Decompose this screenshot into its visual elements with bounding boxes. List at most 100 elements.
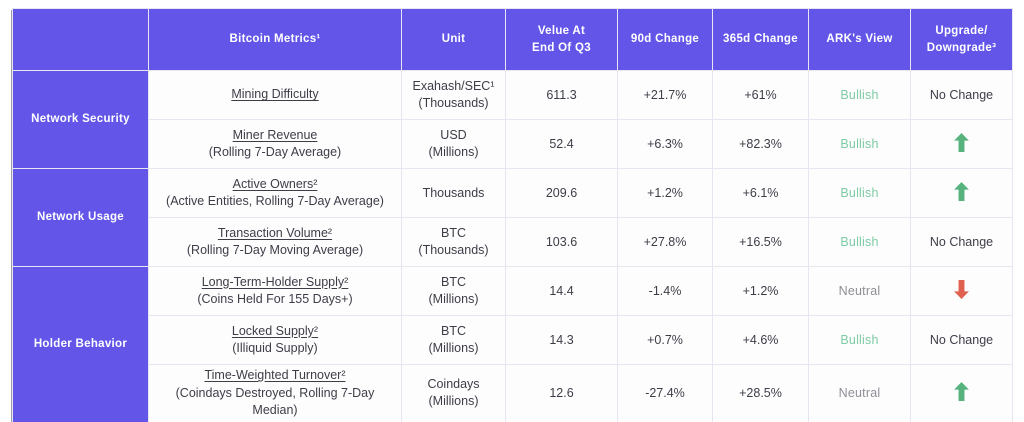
value-cell: 12.6: [505, 364, 618, 422]
upgrade-cell: No Change: [910, 70, 1013, 120]
metric-cell: Transaction Volume² (Rolling 7-Day Movin…: [148, 217, 402, 267]
metric-link[interactable]: Transaction Volume²: [217, 225, 333, 240]
90d-change-cell: +21.7%: [617, 70, 713, 120]
upgrade-text: No Change: [929, 333, 994, 347]
table-row: Locked Supply² (Illiquid Supply) BTC (Mi…: [13, 315, 1013, 365]
table-row: Holder Behavior Long-Term-Holder Supply²…: [12, 266, 1013, 422]
metric-subtitle: (Coindays Destroyed, Rolling 7-Day Media…: [175, 385, 375, 418]
up-arrow-icon: [954, 182, 969, 201]
365d-change-cell: +4.6%: [712, 315, 809, 365]
col-header-90d-change: 90d Change: [617, 8, 713, 71]
upgrade-cell: [910, 119, 1013, 169]
metric-cell: Active Owners² (Active Entities, Rolling…: [148, 168, 402, 218]
table-row: Miner Revenue (Rolling 7-Day Average) US…: [13, 119, 1013, 169]
metric-subtitle: (Rolling 7-Day Average): [208, 145, 342, 159]
arks-view-cell: Bullish: [808, 168, 911, 218]
corner-cell: [12, 8, 149, 71]
metric-cell: Long-Term-Holder Supply² (Coins Held For…: [148, 266, 402, 316]
arks-view-cell: Neutral: [808, 364, 911, 422]
upgrade-text: No Change: [929, 235, 994, 249]
col-header-value-at-end-of-q3: Velue At End Of Q3: [505, 8, 618, 71]
metric-subtitle: (Rolling 7-Day Moving Average): [186, 243, 364, 257]
upgrade-header-line2: Downgrade³: [926, 41, 997, 54]
upgrade-cell: [910, 168, 1013, 218]
metric-subtitle: (Coins Held For 155 Days+): [197, 292, 353, 306]
col-header-365d-change: 365d Change: [712, 8, 809, 71]
metric-cell: Miner Revenue (Rolling 7-Day Average): [148, 119, 402, 169]
metric-link[interactable]: Time-Weighted Turnover²: [204, 368, 346, 382]
365d-change-cell: +6.1%: [712, 168, 809, 218]
up-arrow-icon: [954, 382, 969, 402]
unit-line2: (Millions): [428, 341, 479, 355]
metric-cell: Locked Supply² (Illiquid Supply): [148, 315, 402, 365]
value-cell: 14.3: [505, 315, 618, 365]
90d-change-cell: +6.3%: [617, 119, 713, 169]
unit-line1: BTC: [441, 226, 466, 241]
category-network-security: Network Security: [12, 70, 149, 169]
unit-line1: Thousands: [422, 185, 485, 200]
unit-line2: (Thousands): [418, 243, 489, 257]
metric-link[interactable]: Miner Revenue: [232, 127, 318, 142]
value-cell: 209.6: [505, 168, 618, 218]
col-header-bitcoin-metrics: Bitcoin Metrics¹: [148, 8, 402, 71]
arks-view-cell: Bullish: [808, 70, 911, 120]
category-network-usage: Network Usage: [12, 168, 149, 267]
unit-line1: BTC: [441, 275, 466, 290]
upgrade-header-line1: Upgrade/: [935, 24, 988, 37]
metric-link[interactable]: Locked Supply²: [231, 323, 319, 338]
upgrade-cell: [910, 266, 1013, 316]
arks-view-cell: Bullish: [808, 315, 911, 365]
value-cell: 611.3: [505, 70, 618, 120]
unit-line2: (Millions): [428, 145, 479, 159]
365d-change-cell: +28.5%: [712, 364, 809, 422]
header-row: Bitcoin Metrics¹ Unit Velue At End Of Q3…: [12, 8, 1013, 71]
up-arrow-icon: [954, 133, 969, 152]
table-row: Transaction Volume² (Rolling 7-Day Movin…: [13, 217, 1013, 267]
value-header-line2: End Of Q3: [532, 41, 591, 54]
unit-line2: (Millions): [428, 292, 479, 306]
90d-change-cell: -1.4%: [617, 266, 713, 316]
category-holder-behavior: Holder Behavior: [12, 266, 149, 422]
unit-cell: Thousands: [401, 168, 506, 218]
metric-link[interactable]: Mining Difficulty: [231, 87, 319, 102]
metric-cell: Mining Difficulty: [148, 70, 402, 120]
table-row: Time-Weighted Turnover² (Coindays Destro…: [13, 364, 1013, 422]
arks-view-cell: Bullish: [808, 217, 911, 267]
col-header-upgrade-downgrade: Upgrade/ Downgrade³: [910, 8, 1013, 71]
unit-cell: BTC (Thousands): [401, 217, 506, 267]
table-row: Network Security Mining Difficulty Exaha…: [12, 70, 1013, 169]
unit-line2: (Millions): [428, 394, 479, 409]
value-cell: 103.6: [505, 217, 618, 267]
metric-link[interactable]: Active Owners²: [232, 176, 318, 191]
metric-subtitle: (Illiquid Supply): [232, 341, 318, 355]
upgrade-cell: No Change: [910, 217, 1013, 267]
upgrade-text: No Change: [929, 88, 994, 102]
unit-line2: (Thousands): [418, 96, 489, 110]
upgrade-cell: [910, 364, 1013, 422]
90d-change-cell: +27.8%: [617, 217, 713, 267]
unit-cell: BTC (Millions): [401, 266, 506, 316]
metric-cell: Time-Weighted Turnover² (Coindays Destro…: [148, 364, 402, 422]
unit-line1: Coindays: [427, 377, 480, 392]
90d-change-cell: +1.2%: [617, 168, 713, 218]
metric-link[interactable]: Long-Term-Holder Supply²: [201, 274, 349, 289]
365d-change-cell: +16.5%: [712, 217, 809, 267]
bitcoin-metrics-table: Bitcoin Metrics¹ Unit Velue At End Of Q3…: [12, 8, 1013, 422]
unit-cell: BTC (Millions): [401, 315, 506, 365]
unit-cell: Exahash/SEC¹ (Thousands): [401, 70, 506, 120]
upgrade-cell: No Change: [910, 315, 1013, 365]
col-header-unit: Unit: [401, 8, 506, 71]
table-row: Network Usage Active Owners² (Active Ent…: [12, 168, 1013, 267]
365d-change-cell: +61%: [712, 70, 809, 120]
365d-change-cell: +1.2%: [712, 266, 809, 316]
arks-view-cell: Neutral: [808, 266, 911, 316]
value-cell: 14.4: [505, 266, 618, 316]
metric-subtitle: (Active Entities, Rolling 7-Day Average): [166, 194, 384, 208]
unit-line1: Exahash/SEC¹: [412, 79, 495, 94]
unit-line1: USD: [440, 128, 467, 143]
value-cell: 52.4: [505, 119, 618, 169]
down-arrow-icon: [954, 280, 969, 299]
90d-change-cell: +0.7%: [617, 315, 713, 365]
unit-line1: BTC: [441, 324, 466, 339]
